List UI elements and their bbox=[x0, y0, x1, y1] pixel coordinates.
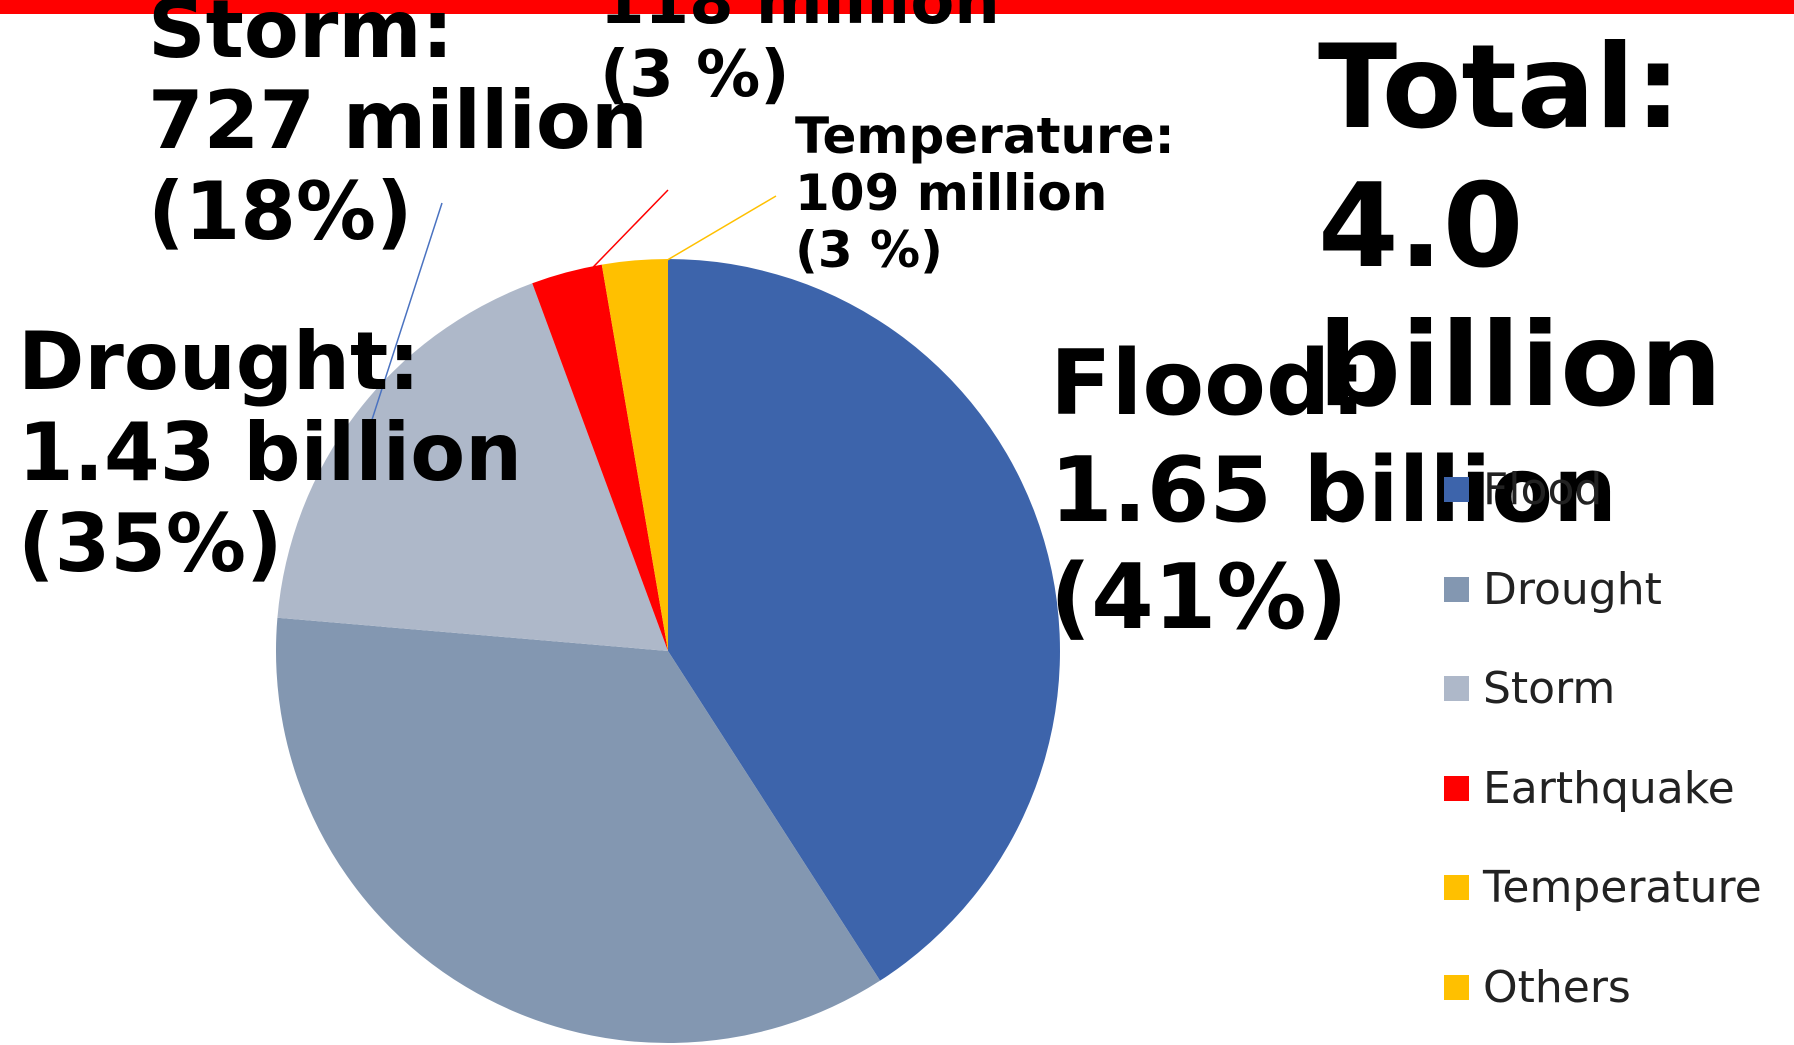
legend-label-others: Others bbox=[1483, 961, 1631, 1013]
legend-swatch-drought bbox=[1444, 576, 1469, 602]
legend-swatch-storm bbox=[1444, 676, 1469, 702]
legend-item-temperature: Temperature bbox=[1444, 838, 1762, 938]
total-label-unit: billion bbox=[1318, 298, 1723, 434]
legend-label-flood: Flood bbox=[1483, 464, 1603, 516]
data-label-storm-line1: Storm: bbox=[148, 0, 454, 76]
pie-slice-flood bbox=[668, 259, 1060, 981]
chart-legend: Flood Drought Storm Earthquake Temperature Ot… bbox=[1444, 440, 1762, 1037]
leader-line-earthquake bbox=[570, 189, 669, 291]
pie-slice-temperature bbox=[601, 259, 668, 651]
data-label-flood-line2: 1.65 billion bbox=[1050, 438, 1618, 544]
legend-swatch-flood bbox=[1444, 477, 1469, 503]
total-label-value: 4.0 bbox=[1318, 159, 1524, 295]
pie-slice-drought bbox=[275, 617, 881, 1043]
data-label-flood: Flood: 1.65 billion (41%) bbox=[1050, 330, 1617, 651]
data-label-drought-line2: 1.43 billion bbox=[18, 406, 523, 500]
legend-label-earthquake: Earthquake bbox=[1483, 762, 1735, 814]
legend-item-storm: Storm bbox=[1444, 639, 1762, 739]
legend-label-temperature: Temperature bbox=[1483, 862, 1762, 914]
leader-lines bbox=[369, 189, 777, 425]
leader-line-temperature bbox=[635, 195, 777, 279]
data-label-drought: Drought: 1.43 billion (35%) bbox=[18, 316, 522, 590]
data-label-temperature-line2: 109 million bbox=[795, 164, 1108, 222]
data-label-flood-line3: (41%) bbox=[1050, 545, 1348, 651]
legend-label-storm: Storm bbox=[1483, 663, 1616, 715]
total-label: Total: 4.0 billion bbox=[1318, 18, 1722, 436]
legend-swatch-temperature bbox=[1444, 875, 1469, 901]
top-red-bar bbox=[0, 0, 1794, 14]
data-label-flood-line1: Flood: bbox=[1050, 331, 1367, 436]
data-label-temperature-line3: (3 %) bbox=[795, 221, 943, 279]
data-label-storm: Storm: 727 million (18%) bbox=[148, 0, 648, 258]
data-label-storm-line3: (18%) bbox=[148, 165, 413, 259]
data-label-drought-line3: (35%) bbox=[18, 497, 283, 591]
legend-swatch-earthquake bbox=[1444, 775, 1469, 801]
data-label-drought-line1: Drought: bbox=[18, 315, 421, 408]
legend-label-drought: Drought bbox=[1483, 563, 1662, 615]
legend-swatch-others bbox=[1444, 974, 1469, 1000]
data-label-earthquake-line2: (3 %) bbox=[600, 37, 790, 112]
legend-item-drought: Drought bbox=[1444, 540, 1762, 640]
legend-item-flood: Flood bbox=[1444, 440, 1762, 540]
data-label-earthquake: 118 million (3 %) bbox=[600, 0, 1000, 112]
pie-slice-storm bbox=[277, 283, 668, 651]
data-label-storm-line2: 727 million bbox=[148, 74, 648, 168]
data-label-temperature: Temperature: 109 million (3 %) bbox=[795, 108, 1175, 279]
data-label-temperature-line1: Temperature: bbox=[795, 107, 1175, 165]
data-label-earthquake-line1: 118 million bbox=[600, 0, 1000, 39]
leader-line-storm bbox=[369, 202, 443, 425]
legend-item-earthquake: Earthquake bbox=[1444, 739, 1762, 839]
pie-slice-earthquake bbox=[532, 264, 668, 651]
total-label-line1: Total: bbox=[1318, 20, 1682, 155]
pie-slices bbox=[275, 259, 1060, 1043]
legend-item-others: Others bbox=[1444, 938, 1762, 1038]
